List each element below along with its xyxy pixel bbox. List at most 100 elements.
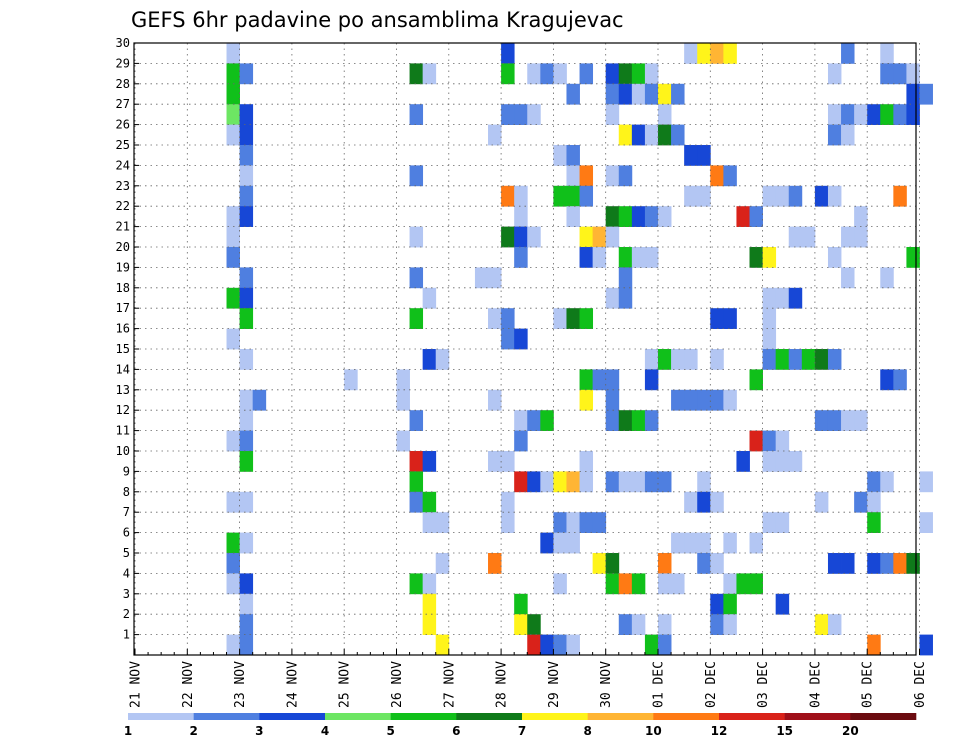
precip-cell xyxy=(579,63,594,85)
precip-cell xyxy=(671,573,685,595)
precip-cell xyxy=(775,430,790,452)
colorbar-swatch xyxy=(325,713,391,720)
colorbar-label: 8 xyxy=(583,724,591,738)
precip-cell xyxy=(749,369,763,391)
precip-cell xyxy=(409,165,424,187)
precip-cell xyxy=(841,104,855,125)
precip-cell xyxy=(749,532,763,554)
precip-cell xyxy=(723,43,737,64)
y-tick-label: 4 xyxy=(123,566,130,580)
precip-cell xyxy=(880,104,894,125)
y-tick-label: 14 xyxy=(116,362,130,376)
precip-cell xyxy=(658,83,672,105)
precip-cell xyxy=(775,185,790,207)
precip-cell xyxy=(226,634,240,656)
precip-cell xyxy=(631,124,646,146)
precip-cell xyxy=(435,512,450,533)
precip-cell xyxy=(684,389,698,411)
precip-cell xyxy=(906,83,920,105)
precip-cell xyxy=(409,410,424,431)
y-tick-label: 27 xyxy=(116,97,130,111)
precip-cell xyxy=(527,226,541,248)
precip-cell xyxy=(605,63,620,85)
precip-cell xyxy=(658,104,672,125)
precip-cell xyxy=(631,573,646,595)
precip-cell xyxy=(252,389,267,411)
precip-cell xyxy=(501,308,515,329)
precip-cell xyxy=(239,124,254,146)
precip-cell xyxy=(906,104,920,125)
precip-cell xyxy=(814,491,829,513)
precip-cell xyxy=(527,63,541,85)
precip-cell xyxy=(226,247,240,268)
precip-cell xyxy=(579,451,594,472)
colorbar-swatch xyxy=(390,713,457,720)
precip-cell xyxy=(501,328,515,350)
y-tick-label: 5 xyxy=(123,546,130,560)
precip-cell xyxy=(226,104,240,125)
precip-cell xyxy=(239,614,254,635)
precip-cell xyxy=(880,267,894,289)
precip-cell xyxy=(239,165,254,187)
colorbar-label: 10 xyxy=(645,724,662,738)
colorbar-label: 12 xyxy=(711,724,728,738)
precip-cell xyxy=(501,451,515,472)
colorbar-label: 15 xyxy=(776,724,793,738)
colorbar-swatch xyxy=(193,713,260,720)
precip-cell xyxy=(671,83,685,105)
precip-cell xyxy=(684,349,698,370)
precip-cell xyxy=(631,63,646,85)
precip-cell xyxy=(605,206,620,227)
precip-cell xyxy=(749,206,763,227)
precip-cell xyxy=(422,451,437,472)
precip-cell xyxy=(827,553,842,574)
precip-cell xyxy=(579,165,594,187)
precip-cell xyxy=(697,471,711,493)
precip-cell xyxy=(671,124,685,146)
precip-cell xyxy=(749,430,763,452)
precip-cell xyxy=(409,104,424,125)
precip-cell xyxy=(566,308,580,329)
precip-cell xyxy=(618,287,633,309)
precip-cell xyxy=(827,104,842,125)
precip-cell xyxy=(239,430,254,452)
x-tick-label: 23 NOV xyxy=(233,661,248,708)
precip-cell xyxy=(579,512,594,533)
precip-cell xyxy=(893,553,907,574)
y-tick-label: 28 xyxy=(116,77,130,91)
y-tick-label: 11 xyxy=(116,424,130,438)
y-tick-label: 18 xyxy=(116,281,130,295)
x-tick-label: 04 DEC xyxy=(808,661,823,708)
precipitation-cells xyxy=(226,43,933,656)
precip-cell xyxy=(514,614,528,635)
y-axis: 1234567891011121314151617181920212223242… xyxy=(116,36,139,642)
precip-cell xyxy=(488,124,502,146)
precip-cell xyxy=(684,532,698,554)
precip-cell xyxy=(841,124,855,146)
precip-cell xyxy=(762,328,777,350)
precip-cell xyxy=(566,512,580,533)
precip-cell xyxy=(827,614,842,635)
precip-cell xyxy=(239,634,254,656)
precip-cell xyxy=(684,43,698,64)
precip-cell xyxy=(501,104,515,125)
y-tick-label: 19 xyxy=(116,260,130,274)
precip-cell xyxy=(527,410,541,431)
x-tick-label: 22 NOV xyxy=(181,661,196,708)
precip-cell xyxy=(788,349,803,370)
precip-cell xyxy=(710,43,724,64)
precip-cell xyxy=(605,573,620,595)
precip-cell xyxy=(827,349,842,370)
precip-cell xyxy=(867,471,881,493)
precip-cell xyxy=(854,206,868,227)
y-tick-label: 17 xyxy=(116,301,130,315)
precip-cell xyxy=(919,83,933,105)
precip-cell xyxy=(605,471,620,493)
precip-cell xyxy=(749,247,763,268)
y-tick-label: 2 xyxy=(123,607,130,621)
y-tick-label: 1 xyxy=(123,628,130,642)
precip-cell xyxy=(501,63,515,85)
precip-cell xyxy=(226,43,240,64)
precip-cell xyxy=(710,553,724,574)
